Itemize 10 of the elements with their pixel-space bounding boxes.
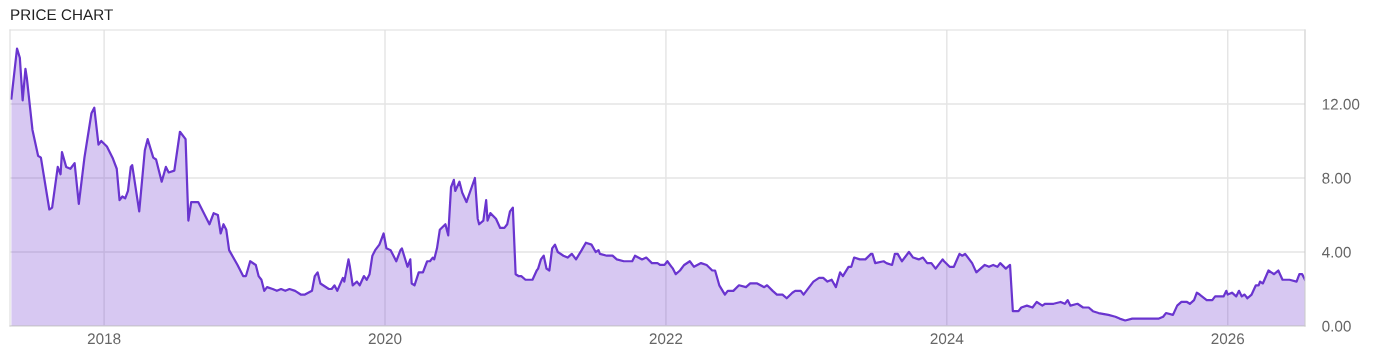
x-tick-label: 2026 — [1211, 333, 1245, 345]
y-tick-label: 0.00 — [1322, 320, 1351, 332]
x-tick-label: 2022 — [649, 333, 683, 345]
x-tick-label: 2024 — [930, 333, 964, 345]
y-tick-label: 4.00 — [1322, 246, 1351, 258]
x-tick-label: 2018 — [87, 333, 121, 345]
x-tick-label: 2020 — [368, 333, 402, 345]
y-tick-label: 12.00 — [1322, 98, 1360, 110]
chart-title: PRICE CHART — [11, 9, 113, 21]
y-tick-label: 8.00 — [1322, 172, 1351, 184]
